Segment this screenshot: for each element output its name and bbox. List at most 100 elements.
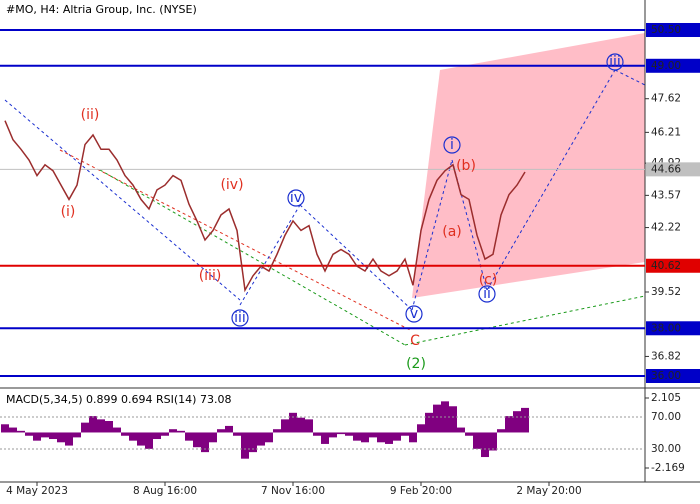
- wave-label: (b): [456, 158, 476, 174]
- macd-bar: [281, 419, 289, 433]
- macd-bar: [33, 432, 41, 441]
- macd-bar: [505, 416, 513, 433]
- macd-bar: [49, 432, 57, 440]
- wave-label: (i): [61, 204, 76, 220]
- wave-label: C: [410, 333, 420, 349]
- level-label-box: [646, 368, 700, 383]
- wave-circle: [443, 136, 461, 154]
- macd-bar: [193, 432, 201, 448]
- macd-bar: [241, 432, 249, 459]
- level-label: 36.00: [651, 370, 681, 382]
- macd-tick-label: 2.105: [651, 392, 681, 404]
- macd-bar: [345, 432, 353, 436]
- y-tick-label: 43.57: [651, 189, 681, 201]
- macd-bar: [393, 432, 401, 441]
- macd-tick-label: -2.169: [651, 462, 685, 474]
- level-label: 38.00: [651, 322, 681, 334]
- level-label: 40.62: [651, 260, 681, 272]
- trend-line: [411, 159, 453, 311]
- macd-bar: [17, 430, 25, 433]
- wave-label: iv: [290, 190, 302, 206]
- wave-lines: [4, 69, 646, 346]
- level-label-box: [646, 258, 700, 273]
- wave-label: (ii): [81, 107, 100, 123]
- level-label: 50.50: [651, 24, 681, 36]
- macd-bar: [385, 432, 393, 444]
- wave-label: (iv): [220, 177, 243, 193]
- macd-bar: [137, 432, 145, 446]
- wave-label: ii: [483, 286, 491, 302]
- macd-bar: [305, 419, 313, 433]
- macd-bar: [297, 417, 305, 433]
- macd-bar: [513, 411, 521, 433]
- macd-bar: [273, 429, 281, 433]
- macd-bar: [201, 432, 209, 453]
- wave-label: iii: [609, 54, 621, 70]
- y-tick-label: 42.22: [651, 222, 681, 234]
- macd-bar: [521, 407, 529, 433]
- trend-line: [451, 159, 488, 291]
- level-label-box: [646, 162, 700, 177]
- trend-line: [299, 204, 413, 311]
- macd-bar: [41, 432, 49, 438]
- macd-bar: [369, 432, 377, 438]
- macd-bar: [97, 419, 105, 433]
- macd-bar: [121, 432, 129, 436]
- macd-bar: [217, 429, 225, 433]
- x-tick-label: 8 Aug 16:00: [133, 485, 197, 497]
- macd-bar: [321, 432, 329, 444]
- wave-label: (iii): [199, 268, 222, 284]
- macd-bar: [185, 432, 193, 441]
- wave-circle: [287, 189, 305, 207]
- macd-bar: [169, 429, 177, 433]
- wave-circle: [606, 53, 624, 71]
- wave-label: i: [450, 137, 454, 153]
- x-tick-label: 9 Feb 20:00: [390, 485, 452, 497]
- macd-bar: [489, 432, 497, 451]
- macd-bar: [473, 432, 481, 449]
- y-tick-label: 47.62: [651, 93, 681, 105]
- wave-label: (a): [442, 224, 462, 240]
- macd-bar: [225, 425, 233, 433]
- x-tick-label: 4 May 2023: [6, 485, 68, 497]
- macd-bar: [257, 432, 265, 446]
- macd-bar: [9, 427, 17, 433]
- level-label: 44.66: [651, 163, 681, 175]
- x-tick-label: 2 May 20:00: [516, 485, 581, 497]
- macd-bar: [57, 432, 65, 443]
- level-label-box: [646, 22, 700, 37]
- macd-bar: [65, 432, 73, 446]
- macd-bar: [465, 432, 473, 436]
- trend-line: [404, 295, 646, 346]
- indicator-label: MACD(5,34,5) 0.899 0.694 RSI(14) 73.08: [6, 393, 231, 406]
- macd-bar: [161, 432, 169, 436]
- macd-bar: [449, 406, 457, 433]
- level-label-box: [646, 321, 700, 336]
- macd-bar: [209, 432, 217, 443]
- chart-title: #MO, H4: Altria Group, Inc. (NYSE): [6, 3, 197, 16]
- rsi-tick-label: 30.00: [651, 443, 681, 455]
- level-label: 49.00: [651, 60, 681, 72]
- wave-label: iii: [234, 310, 246, 326]
- macd-bar: [417, 424, 425, 433]
- macd-bar: [353, 432, 361, 441]
- macd-bar: [233, 432, 241, 436]
- y-tick-label: 36.82: [651, 350, 681, 362]
- macd-bar: [481, 432, 489, 458]
- macd-bar: [177, 430, 185, 433]
- macd-bar: [433, 404, 441, 433]
- y-tick-label: 46.21: [651, 126, 681, 138]
- macd-bar: [457, 427, 465, 433]
- wave-circle: [405, 305, 423, 323]
- trend-line: [239, 204, 301, 306]
- macd-bar: [313, 432, 321, 436]
- macd-bar: [145, 432, 153, 449]
- macd-bar: [377, 432, 385, 443]
- macd-bar: [329, 432, 337, 438]
- rsi-tick-label: 70.00: [651, 411, 681, 423]
- macd-bar: [113, 427, 121, 433]
- wave-circle: [478, 285, 496, 303]
- trend-line: [486, 69, 616, 291]
- macd-bar: [25, 432, 33, 436]
